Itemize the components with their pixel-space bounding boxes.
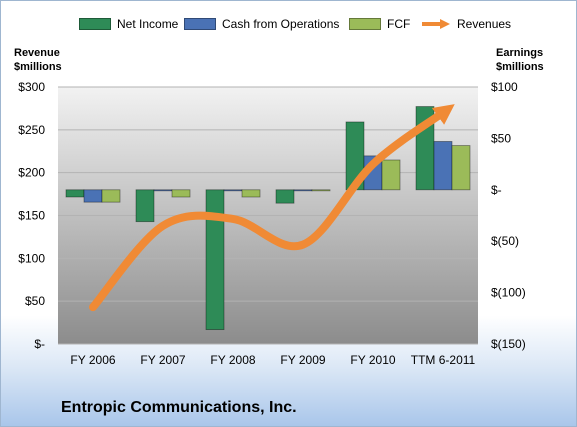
bar-fcf	[171, 189, 191, 198]
legend: Net Income Cash from Operations FCF Reve…	[1, 11, 576, 37]
x-tick-label: FY 2007	[140, 353, 185, 367]
left-tick-label: $150	[18, 209, 45, 223]
bar-fcf	[101, 189, 121, 203]
right-axis-title-line1: Earnings	[496, 47, 544, 59]
left-tick-label: $200	[18, 166, 45, 180]
x-tick-label: FY 2009	[280, 353, 325, 367]
bar-cash-from-operations	[83, 189, 103, 203]
right-axis-title: Earnings $millions	[496, 46, 544, 74]
bar-fcf	[311, 189, 331, 192]
bar-cash-from-operations	[433, 141, 453, 191]
legend-item-revenues: Revenues	[421, 17, 511, 31]
left-tick-label: $250	[18, 123, 45, 137]
legend-label-cash-from-operations: Cash from Operations	[222, 17, 340, 31]
revenue-line-layer	[89, 104, 455, 312]
left-tick-label: $100	[18, 251, 45, 265]
x-tick-label: FY 2010	[350, 353, 395, 367]
right-tick-label: $(150)	[491, 337, 526, 351]
left-axis-ticks: $- $50 $100 $150 $200 $250 $300	[18, 80, 45, 351]
legend-swatch-net-income	[79, 18, 111, 30]
x-axis-ticks: FY 2006 FY 2007 FY 2008 FY 2009 FY 2010 TTM 6…	[70, 353, 475, 367]
left-axis-title-line1: Revenue	[14, 47, 60, 59]
x-tick-label: FY 2008	[210, 353, 255, 367]
right-axis-title-line2: $millions	[496, 61, 544, 73]
legend-swatch-cash-from-operations	[184, 18, 216, 30]
legend-label-net-income: Net Income	[117, 17, 179, 31]
left-axis-title-line2: $millions	[14, 61, 62, 73]
bars	[65, 106, 471, 331]
left-axis-title: Revenue $millions	[14, 46, 62, 74]
legend-item-net-income: Net Income	[79, 17, 178, 31]
revenues-line	[89, 104, 455, 312]
legend-arrow-icon	[422, 19, 450, 29]
bar-net-income	[65, 189, 85, 198]
legend-item-fcf: FCF	[349, 17, 410, 31]
right-axis-ticks: $(150) $(100) $(50) $- $50 $100	[491, 80, 526, 351]
x-tick-label: FY 2006	[70, 353, 115, 367]
right-tick-label: $(50)	[491, 234, 519, 248]
left-tick-label: $-	[34, 337, 45, 351]
x-tick-label: TTM 6-2011	[411, 353, 476, 367]
left-tick-label: $300	[18, 80, 45, 94]
legend-label-revenues: Revenues	[457, 17, 512, 31]
legend-label-fcf: FCF	[387, 17, 411, 31]
bar-cash-from-operations	[153, 189, 173, 192]
legend-item-cash-from-operations: Cash from Operations	[184, 17, 339, 31]
right-tick-label: $-	[491, 183, 502, 197]
bar-fcf	[451, 145, 471, 191]
bar-cash-from-operations	[223, 189, 243, 192]
legend-swatch-fcf	[349, 18, 381, 30]
bar-cash-from-operations	[293, 189, 313, 192]
right-tick-label: $100	[491, 80, 518, 94]
company-name: Entropic Communications, Inc.	[61, 399, 297, 416]
bar-net-income	[135, 189, 155, 223]
right-tick-label: $50	[491, 131, 511, 145]
bar-fcf	[241, 189, 261, 198]
right-tick-label: $(100)	[491, 286, 526, 300]
bar-net-income	[275, 189, 295, 204]
left-tick-label: $50	[25, 294, 45, 308]
bar-net-income	[205, 189, 225, 331]
bar-fcf	[381, 159, 401, 191]
